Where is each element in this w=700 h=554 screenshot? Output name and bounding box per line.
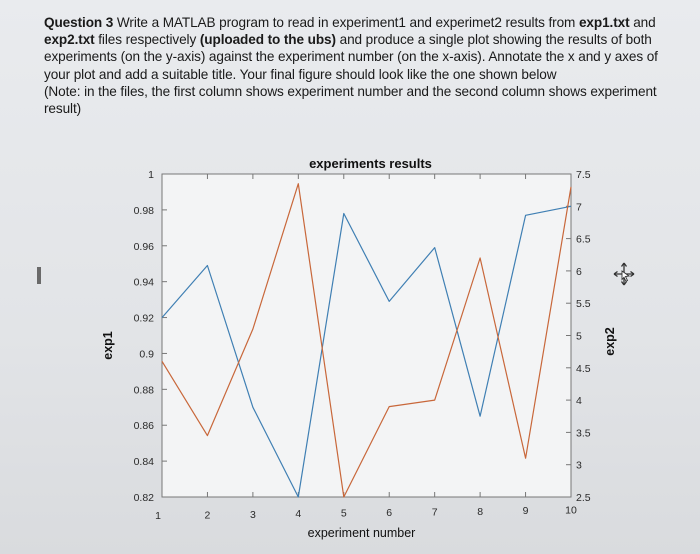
y-right-tick-label: 2.5 <box>576 492 591 504</box>
y-left-tick-label: 0.98 <box>134 205 155 217</box>
y-left-tick-label: 0.88 <box>134 384 155 396</box>
y-right-tick-label: 4.5 <box>576 363 591 375</box>
question-part: (uploaded to the ubs) <box>199 32 336 48</box>
question-body: Write a MATLAB program to read in experi… <box>44 15 658 82</box>
x-tick-label: 7 <box>432 506 438 518</box>
y-left-tick-label: 1 <box>148 169 154 181</box>
x-tick-label: 6 <box>386 507 392 519</box>
question-part: and <box>629 15 656 30</box>
plot-area <box>161 173 572 498</box>
x-tick-label: 2 <box>205 509 211 521</box>
y-right-tick-label: 6.5 <box>576 234 591 246</box>
series-line-right <box>161 183 572 498</box>
y-right-tick-label: 3.5 <box>576 427 591 439</box>
question-note: (Note: in the files, the first column sh… <box>44 83 657 117</box>
y-left-tick-label: 0.94 <box>134 277 155 289</box>
move-cursor-icon <box>613 262 635 286</box>
question-part: exp2.txt <box>44 32 95 48</box>
y-right-tick-label: 6 <box>576 266 582 278</box>
y-left-tick-label: 0.9 <box>139 348 154 360</box>
y-right-tick-label: 7 <box>576 201 582 213</box>
y-left-tick-label: 0.82 <box>134 492 155 504</box>
y-left-tick-label: 0.96 <box>134 241 155 253</box>
y-right-tick-label: 5 <box>576 331 582 343</box>
question-part: files respectively <box>94 32 200 48</box>
series-line-left <box>161 205 572 498</box>
chart-title: experiments results <box>309 156 432 171</box>
x-axis-label: experiment number <box>308 526 416 540</box>
y-left-tick-label: 0.92 <box>134 313 155 325</box>
question-part: exp1.txt <box>578 15 630 30</box>
y-right-tick-label: 5.5 <box>576 298 591 310</box>
x-tick-label: 10 <box>565 505 577 517</box>
question-text: Question 3 Write a MATLAB program to rea… <box>44 14 666 117</box>
x-tick-label: 9 <box>523 505 529 517</box>
x-tick-label: 3 <box>250 509 256 521</box>
y-right-axis-label: exp2 <box>603 327 617 356</box>
question-paragraph: Question 3 Write a MATLAB program to rea… <box>44 14 666 83</box>
y-right-tick-label: 4 <box>576 395 582 407</box>
y-left-tick-label: 0.86 <box>134 420 155 432</box>
y-right-tick-label: 7.5 <box>576 169 591 181</box>
y-right-tick-label: 3 <box>576 460 582 472</box>
question-part: and produce a single plot showing the re… <box>44 32 658 82</box>
x-tick-label: 1 <box>155 510 161 522</box>
x-tick-label: 5 <box>341 508 347 520</box>
x-tick-label: 4 <box>295 508 301 520</box>
y-left-tick-label: 0.84 <box>134 456 155 468</box>
x-tick-label: 8 <box>477 506 483 518</box>
question-label: Question 3 <box>44 15 114 30</box>
y-left-axis-label: exp1 <box>101 331 115 360</box>
page-margin-mark <box>37 267 41 284</box>
question-part: Write a MATLAB program to read in experi… <box>113 15 579 30</box>
